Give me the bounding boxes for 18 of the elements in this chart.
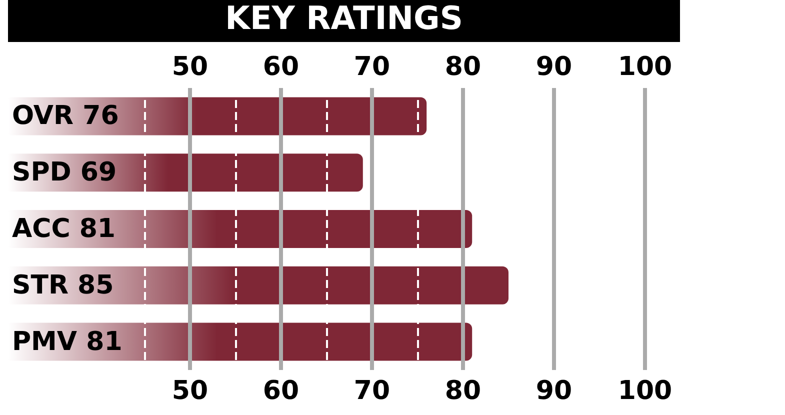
x2-tick-label: 90: [536, 52, 572, 82]
x2-tick-label: 50: [172, 52, 208, 82]
y-tick-label: SPD 69: [12, 158, 117, 188]
x2-tick-label: 60: [262, 52, 300, 82]
x-tick-label: 80: [444, 376, 482, 406]
x-tick-label: 100: [618, 376, 672, 406]
chart-title: KEY RATINGS: [225, 0, 463, 37]
y-tick-label: ACC 81: [12, 214, 116, 244]
x2-tick-label: 100: [618, 52, 672, 82]
x-tick-label: 60: [262, 376, 300, 406]
x2-tick-label: 70: [354, 52, 390, 82]
y-tick-label: OVR 76: [12, 101, 119, 132]
x2-tick-label: 80: [444, 52, 482, 82]
x-tick-label: 50: [172, 376, 208, 406]
y-tick-label: STR 85: [12, 270, 114, 300]
y-tick-label: PMV 81: [12, 326, 122, 357]
x-tick-label: 90: [536, 376, 572, 406]
x-tick-label: 70: [354, 376, 390, 406]
